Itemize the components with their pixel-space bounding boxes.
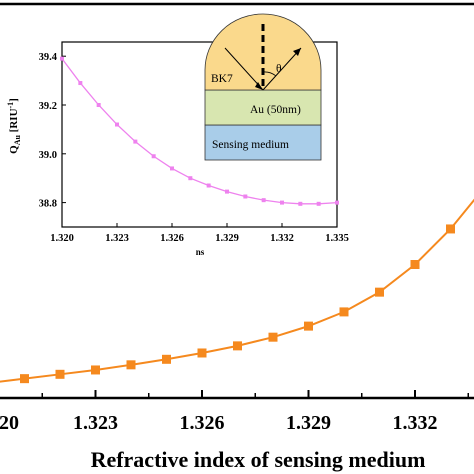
main-data-point bbox=[339, 307, 349, 317]
inset-y-tick-label: 39.0 bbox=[39, 150, 57, 161]
inset-data-point bbox=[261, 198, 266, 203]
main-x-tick-label: 20 bbox=[0, 412, 19, 434]
gold-layer bbox=[204, 89, 322, 126]
inset-data-point bbox=[206, 183, 211, 188]
main-x-tick-label: 1.332 bbox=[393, 412, 438, 434]
main-data-point bbox=[446, 224, 455, 234]
inset-x-tick-label: 1.332 bbox=[270, 233, 294, 244]
main-data-point bbox=[268, 332, 278, 342]
main-axes-frame bbox=[0, 2, 474, 400]
inset-data-point bbox=[60, 56, 64, 61]
inset-x-tick-label: 1.320 bbox=[50, 233, 74, 244]
inset-data-point bbox=[243, 194, 248, 199]
angle-label: θ bbox=[276, 63, 282, 75]
inset-data-point bbox=[78, 81, 83, 86]
reflected-ray bbox=[262, 47, 302, 91]
main-x-ticks: 20 1.323 1.326 1.329 1.332 bbox=[0, 390, 469, 434]
main-data-point bbox=[375, 287, 384, 297]
main-x-axis-title: Refractive index of sensing medium bbox=[91, 447, 426, 472]
inset-x-tick-label: 1.323 bbox=[105, 233, 129, 244]
inset-data-point bbox=[115, 122, 119, 127]
inset-plot-area: 1.320 1.323 1.326 1.329 1.332 1.335 38.8 39.0 39… bbox=[39, 41, 349, 244]
main-data-point bbox=[233, 341, 242, 351]
inset-series-line bbox=[61, 58, 338, 205]
main-x-tick-label: 1.326 bbox=[180, 412, 225, 434]
incident-ray-arrowhead bbox=[255, 82, 263, 90]
main-data-point bbox=[197, 348, 207, 358]
inset-y-axis-title: QAu [RIU-1] bbox=[6, 98, 22, 154]
inset-data-point bbox=[335, 200, 339, 205]
inset-y-tick-label: 39.2 bbox=[39, 101, 57, 112]
inset-data-point bbox=[133, 139, 138, 144]
main-data-point bbox=[410, 260, 420, 269]
inset-data-point bbox=[280, 200, 284, 205]
angle-arc bbox=[262, 71, 277, 77]
main-x-tick-label: 1.323 bbox=[73, 412, 118, 434]
inset-axes-frame bbox=[61, 41, 338, 228]
gold-layer-label: Au (50nm) bbox=[250, 104, 301, 116]
inset-x-axis-title: ns bbox=[196, 247, 205, 257]
main-plot-area bbox=[0, 2, 474, 400]
inset-x-tick-label: 1.326 bbox=[160, 233, 184, 244]
sensor-schematic: BK7 θ Au (50nm) Sensing medium bbox=[204, 13, 322, 161]
inset-x-tick-label: 1.335 bbox=[325, 233, 349, 244]
prism-label: BK7 bbox=[211, 73, 233, 85]
main-data-point bbox=[304, 321, 313, 331]
inset-data-point bbox=[96, 103, 101, 107]
inset-data-point bbox=[316, 201, 321, 206]
inset-data-point bbox=[225, 189, 229, 194]
inset-data-point bbox=[298, 201, 303, 206]
main-data-point bbox=[55, 369, 65, 379]
inset-data-point bbox=[151, 154, 156, 159]
main-data-point bbox=[162, 354, 171, 364]
inset-y-tick-label: 39.4 bbox=[39, 52, 58, 63]
main-series-line bbox=[0, 198, 474, 383]
main-data-point bbox=[91, 365, 100, 375]
main-data-point bbox=[126, 360, 136, 370]
inset-x-tick-label: 1.329 bbox=[215, 233, 239, 244]
main-data-point bbox=[20, 374, 29, 384]
inset-data-point bbox=[188, 176, 193, 181]
inset-data-point bbox=[170, 166, 174, 171]
reflected-ray-arrowhead bbox=[293, 48, 301, 56]
sensing-medium-label: Sensing medium bbox=[212, 139, 289, 151]
main-x-tick-label: 1.329 bbox=[286, 412, 331, 434]
inset-y-tick-label: 38.8 bbox=[39, 199, 57, 210]
sensing-medium-layer bbox=[204, 124, 322, 161]
incident-ray bbox=[224, 47, 264, 91]
